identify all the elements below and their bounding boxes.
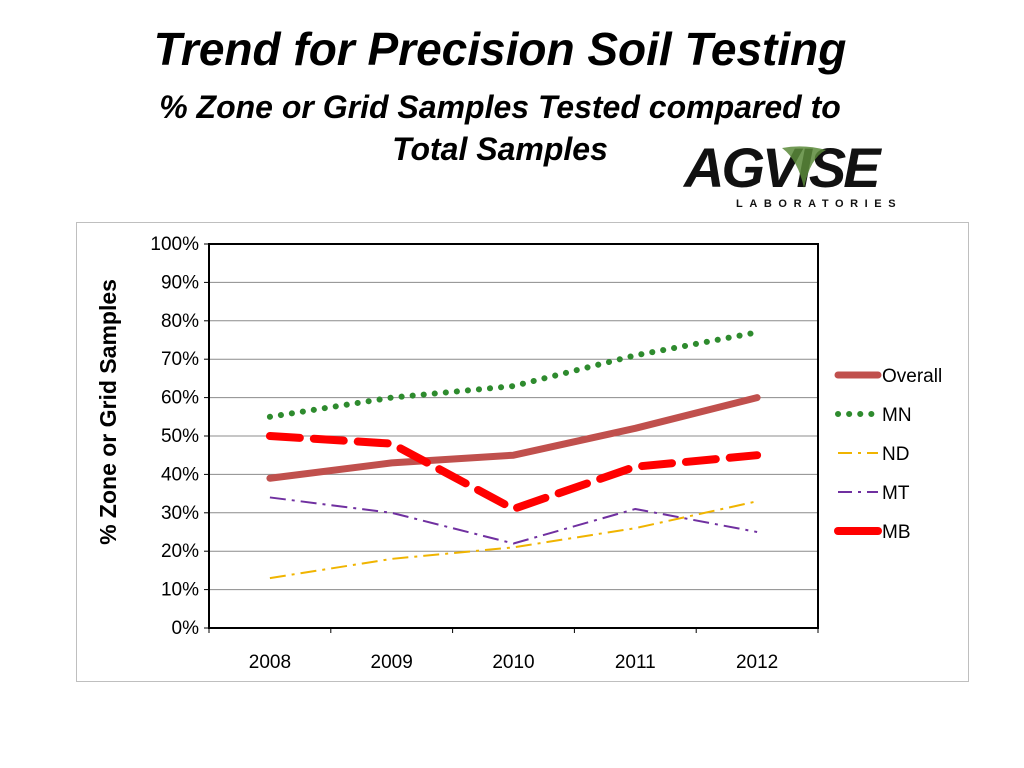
x-tick-label: 2008 — [249, 652, 291, 673]
slide-subtitle: % Zone or Grid Samples Tested compared t… — [40, 86, 960, 170]
series-line-mb — [265, 432, 762, 513]
legend-label-mn: MN — [882, 405, 912, 426]
y-tick-label: 30% — [161, 503, 199, 524]
y-tick-label: 60% — [161, 388, 199, 409]
logo-leaf-icon — [782, 146, 826, 188]
logo-wordmark: AGVISE — [684, 136, 881, 199]
y-tick-label: 100% — [150, 234, 199, 255]
subtitle-line-1: % Zone or Grid Samples Tested compared t… — [159, 89, 841, 125]
y-tick-label: 90% — [161, 272, 199, 293]
y-tick-label: 0% — [172, 618, 200, 639]
legend-label-mt: MT — [882, 483, 910, 504]
series-line-overall — [266, 394, 761, 482]
legend-label-overall: Overall — [882, 366, 942, 387]
line-chart: 0% 10% 20% 30% 40% 50% 60% 70% 80% 90% 100% 2008 200… — [95, 234, 942, 673]
x-tick-label: 2011 — [615, 652, 656, 673]
legend-label-mb: MB — [882, 522, 911, 543]
axes: 0% 10% 20% 30% 40% 50% 60% 70% 80% 90% 100% 2008 200… — [150, 234, 819, 673]
legend: Overall MN ND MT MB — [834, 366, 942, 543]
y-tick-label: 80% — [161, 311, 199, 332]
y-tick-label: 10% — [161, 580, 199, 601]
logo-subtext: LABORATORIES — [736, 198, 903, 210]
y-tick-label: 40% — [161, 464, 199, 485]
y-tick-label: 70% — [161, 349, 199, 370]
y-axis-label: % Zone or Grid Samples — [95, 279, 121, 545]
subtitle-line-2: Total Samples — [392, 131, 608, 167]
series-line-mn — [266, 329, 761, 420]
y-tick-label: 50% — [161, 426, 199, 447]
series-line-nd — [269, 500, 758, 580]
agvise-logo: AGVISE LABORATORIES — [684, 138, 924, 218]
slide-title: Trend for Precision Soil Testing — [153, 23, 847, 75]
x-tick-label: 2009 — [371, 652, 413, 673]
series-line-mt — [269, 496, 758, 545]
y-tick-label: 20% — [161, 541, 199, 562]
x-tick-label: 2012 — [736, 652, 778, 673]
legend-label-nd: ND — [882, 444, 909, 465]
plot-area-border — [208, 243, 819, 629]
x-tick-label: 2010 — [492, 652, 534, 673]
chart-frame — [76, 222, 969, 682]
series-lines — [265, 329, 762, 580]
